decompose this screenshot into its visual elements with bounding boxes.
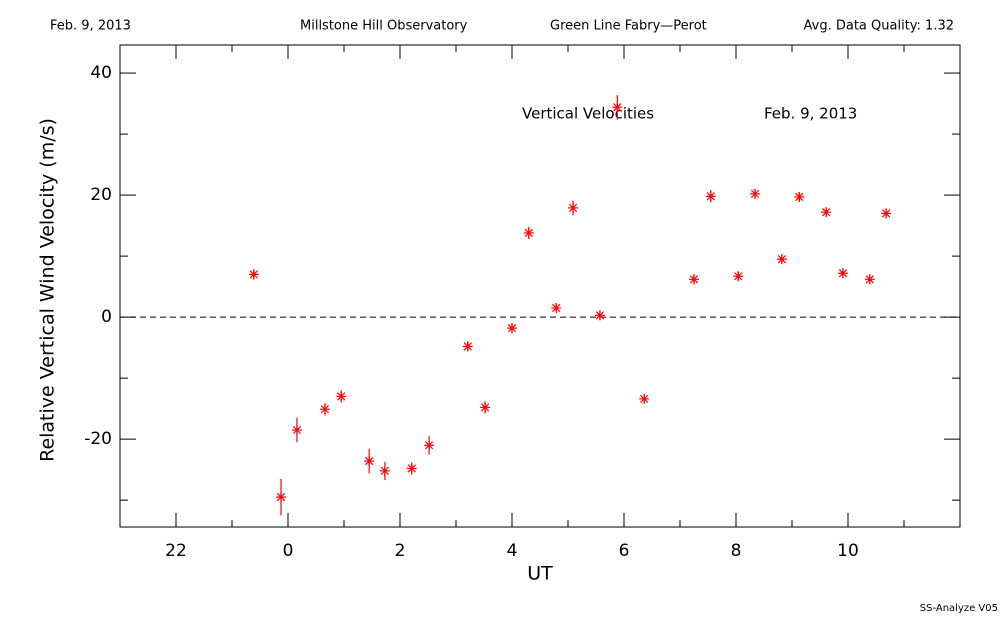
point — [881, 208, 892, 219]
marker-stroke — [424, 441, 434, 450]
marker-stroke — [706, 192, 715, 201]
marker-stroke — [480, 403, 490, 412]
point — [319, 403, 330, 416]
marker-stroke — [552, 303, 561, 313]
y-tick-label: 20 — [90, 185, 112, 205]
marker-stroke — [320, 405, 330, 414]
point — [551, 302, 562, 313]
marker-stroke — [865, 275, 875, 284]
marker-stroke — [380, 466, 390, 476]
point — [705, 190, 716, 203]
marker-stroke — [568, 203, 578, 213]
point — [507, 323, 517, 334]
marker-stroke — [292, 425, 302, 435]
point — [689, 274, 699, 285]
x-tick-label: 2 — [395, 541, 406, 561]
y-tick-label: 0 — [101, 307, 112, 327]
marker-stroke — [337, 392, 346, 401]
marker-stroke — [249, 270, 259, 279]
x-tick-label: 8 — [731, 541, 742, 561]
point — [750, 188, 761, 199]
x-tick-label: 0 — [283, 541, 294, 561]
point — [794, 191, 805, 202]
header-date: Feb. 9, 2013 — [50, 19, 131, 34]
marker-stroke — [881, 209, 891, 218]
point — [568, 200, 579, 216]
marker-stroke — [507, 323, 517, 333]
marker-stroke — [795, 192, 804, 202]
marker-stroke — [777, 254, 787, 264]
marker-stroke — [595, 311, 605, 320]
marker-stroke — [821, 208, 831, 217]
marker-stroke — [463, 342, 472, 351]
marker-stroke — [639, 394, 649, 404]
point — [837, 268, 848, 279]
x-tick-label: 22 — [165, 541, 187, 561]
point — [612, 95, 623, 120]
marker-stroke — [750, 189, 760, 199]
marker-stroke — [838, 269, 848, 278]
y-tick-label: -20 — [84, 429, 112, 449]
point — [364, 448, 375, 474]
annotation: Vertical Velocities — [522, 105, 654, 123]
point — [864, 274, 875, 285]
marker-stroke — [365, 456, 374, 466]
marker-stroke — [734, 272, 743, 281]
point — [776, 254, 787, 265]
annotation: Feb. 9, 2013 — [764, 105, 857, 123]
point — [248, 269, 259, 280]
marker-stroke — [613, 103, 622, 112]
point — [379, 461, 390, 481]
x-tick-label: 6 — [619, 541, 630, 561]
footer: SS-Analyze V05 — [920, 603, 998, 614]
header-instrument: Green Line Fabry—Perot — [550, 19, 707, 34]
y-axis-label: Relative Vertical Wind Velocity (m/s) — [37, 118, 59, 462]
point — [523, 226, 534, 240]
point — [733, 271, 744, 282]
point — [336, 390, 347, 403]
y-tick-label: 40 — [90, 63, 112, 83]
point — [480, 401, 491, 414]
x-tick-label: 4 — [507, 541, 518, 561]
point — [276, 478, 286, 516]
marker-stroke — [524, 228, 533, 238]
point — [821, 207, 832, 218]
point — [406, 462, 417, 475]
marker-stroke — [407, 464, 416, 473]
point — [462, 341, 473, 352]
point — [424, 436, 435, 455]
x-tick-label: 10 — [837, 541, 859, 561]
point — [594, 310, 605, 321]
marker-stroke — [276, 492, 286, 502]
point — [291, 417, 302, 443]
x-axis-label: UT — [527, 563, 553, 585]
header-quality: Avg. Data Quality: 1.32 — [804, 19, 954, 34]
plot-frame — [119, 44, 961, 528]
marker-stroke — [689, 275, 699, 284]
header-observatory: Millstone Hill Observatory — [300, 19, 468, 34]
point — [639, 393, 650, 404]
